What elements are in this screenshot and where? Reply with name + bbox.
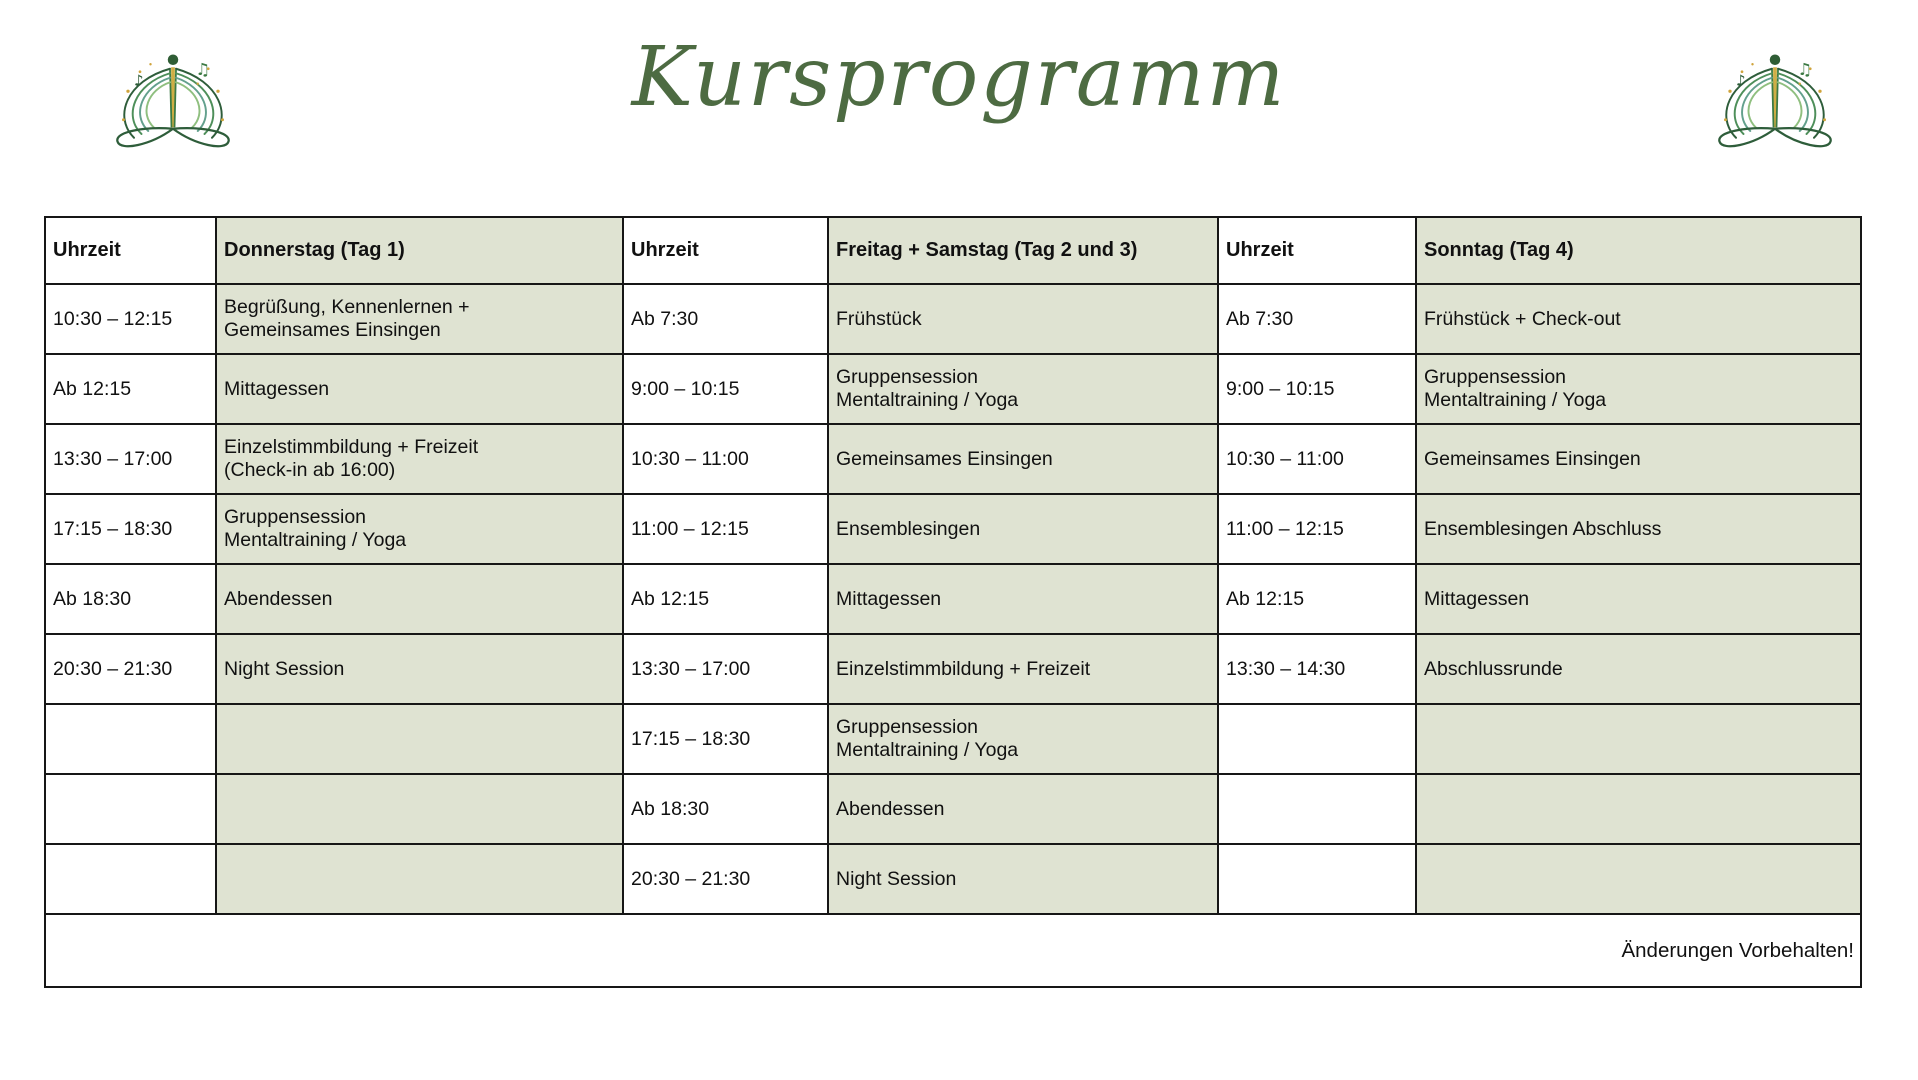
table-row: 13:30 – 17:00 Einzelstimmbildung + Freize…	[44, 423, 1862, 495]
activity-cell: Gruppensession Mentaltraining / Yoga	[215, 493, 624, 565]
activity-cell: Frühstück	[827, 283, 1219, 355]
column-header-0: Uhrzeit	[44, 216, 217, 285]
activity-cell: Einzelstimmbildung + Freizeit (Check-in …	[215, 423, 624, 495]
time-cell: 20:30 – 21:30	[44, 633, 217, 705]
time-cell: 17:15 – 18:30	[44, 493, 217, 565]
activity-cell: Begrüßung, Kennenlernen + Gemeinsames Ei…	[215, 283, 624, 355]
svg-text:♫: ♫	[1798, 60, 1813, 79]
time-cell: Ab 18:30	[622, 773, 829, 845]
time-cell: 11:00 – 12:15	[622, 493, 829, 565]
time-cell: Ab 18:30	[44, 563, 217, 635]
activity-cell: Abendessen	[827, 773, 1219, 845]
time-cell	[44, 773, 217, 845]
time-cell: Ab 12:15	[1217, 563, 1417, 635]
activity-cell: Mittagessen	[827, 563, 1219, 635]
time-cell: Ab 12:15	[622, 563, 829, 635]
table-row: 20:30 – 21:30 Night Session 13:30 – 17:00 E…	[44, 633, 1862, 705]
time-cell: 11:00 – 12:15	[1217, 493, 1417, 565]
activity-cell: Einzelstimmbildung + Freizeit	[827, 633, 1219, 705]
activity-cell: Night Session	[215, 633, 624, 705]
svg-text:♪: ♪	[134, 71, 144, 89]
activity-cell: Night Session	[827, 843, 1219, 915]
time-cell: 20:30 – 21:30	[622, 843, 829, 915]
column-header-3: Freitag + Samstag (Tag 2 und 3)	[827, 216, 1219, 285]
time-cell: 10:30 – 12:15	[44, 283, 217, 355]
svg-text:♫: ♫	[196, 60, 211, 79]
time-cell: Ab 7:30	[622, 283, 829, 355]
activity-cell: Abendessen	[215, 563, 624, 635]
time-cell: 10:30 – 11:00	[622, 423, 829, 495]
table-row: Ab 18:30 Abendessen	[44, 773, 1862, 845]
activity-cell: Gemeinsames Einsingen	[827, 423, 1219, 495]
table-row: Ab 12:15 Mittagessen 9:00 – 10:15 Gruppense…	[44, 353, 1862, 425]
music-meditation-ornament-icon: ♪ ♫	[116, 54, 230, 148]
time-cell	[1217, 773, 1417, 845]
svg-text:♪: ♪	[1736, 71, 1746, 89]
activity-cell	[215, 703, 624, 775]
time-cell	[1217, 843, 1417, 915]
activity-cell: Mittagessen	[1415, 563, 1862, 635]
time-cell	[1217, 703, 1417, 775]
table-row: Ab 18:30 Abendessen Ab 12:15 Mittagessen Ab …	[44, 563, 1862, 635]
activity-cell: Mittagessen	[215, 353, 624, 425]
footer-note: Änderungen Vorbehalten!	[44, 913, 1862, 988]
activity-cell	[1415, 703, 1862, 775]
table-row: 10:30 – 12:15 Begrüßung, Kennenlernen + G…	[44, 283, 1862, 355]
activity-cell: Frühstück + Check-out	[1415, 283, 1862, 355]
activity-cell: Ensemblesingen Abschluss	[1415, 493, 1862, 565]
column-header-5: Sonntag (Tag 4)	[1415, 216, 1862, 285]
schedule-body: 10:30 – 12:15 Begrüßung, Kennenlernen + G…	[44, 283, 1862, 915]
time-cell	[44, 843, 217, 915]
time-cell: 13:30 – 17:00	[622, 633, 829, 705]
activity-cell: Ensemblesingen	[827, 493, 1219, 565]
time-cell: Ab 12:15	[44, 353, 217, 425]
footer-row: Änderungen Vorbehalten!	[44, 913, 1862, 988]
activity-cell	[1415, 773, 1862, 845]
activity-cell	[215, 773, 624, 845]
activity-cell: Gruppensession Mentaltraining / Yoga	[1415, 353, 1862, 425]
table-row: 17:15 – 18:30 Gruppensession Mentaltraini…	[44, 493, 1862, 565]
column-header-4: Uhrzeit	[1217, 216, 1417, 285]
activity-cell	[1415, 843, 1862, 915]
music-meditation-ornament-icon: ♪ ♫	[1718, 54, 1832, 148]
time-cell	[44, 703, 217, 775]
course-schedule-table: Uhrzeit Donnerstag (Tag 1) Uhrzeit Freitag …	[44, 216, 1862, 988]
table-row: 17:15 – 18:30 Gruppensession Mentaltraini…	[44, 703, 1862, 775]
time-cell: Ab 7:30	[1217, 283, 1417, 355]
activity-cell: Gruppensession Mentaltraining / Yoga	[827, 353, 1219, 425]
column-header-1: Donnerstag (Tag 1)	[215, 216, 624, 285]
time-cell: 10:30 – 11:00	[1217, 423, 1417, 495]
activity-cell: Gemeinsames Einsingen	[1415, 423, 1862, 495]
header-row: Uhrzeit Donnerstag (Tag 1) Uhrzeit Freitag …	[44, 216, 1862, 285]
time-cell: 13:30 – 17:00	[44, 423, 217, 495]
time-cell: 17:15 – 18:30	[622, 703, 829, 775]
time-cell: 9:00 – 10:15	[622, 353, 829, 425]
activity-cell: Gruppensession Mentaltraining / Yoga	[827, 703, 1219, 775]
time-cell: 13:30 – 14:30	[1217, 633, 1417, 705]
table-row: 20:30 – 21:30 Night Session	[44, 843, 1862, 915]
activity-cell	[215, 843, 624, 915]
activity-cell: Abschlussrunde	[1415, 633, 1862, 705]
time-cell: 9:00 – 10:15	[1217, 353, 1417, 425]
column-header-2: Uhrzeit	[622, 216, 829, 285]
page-title: Kursprogramm	[631, 30, 1287, 125]
